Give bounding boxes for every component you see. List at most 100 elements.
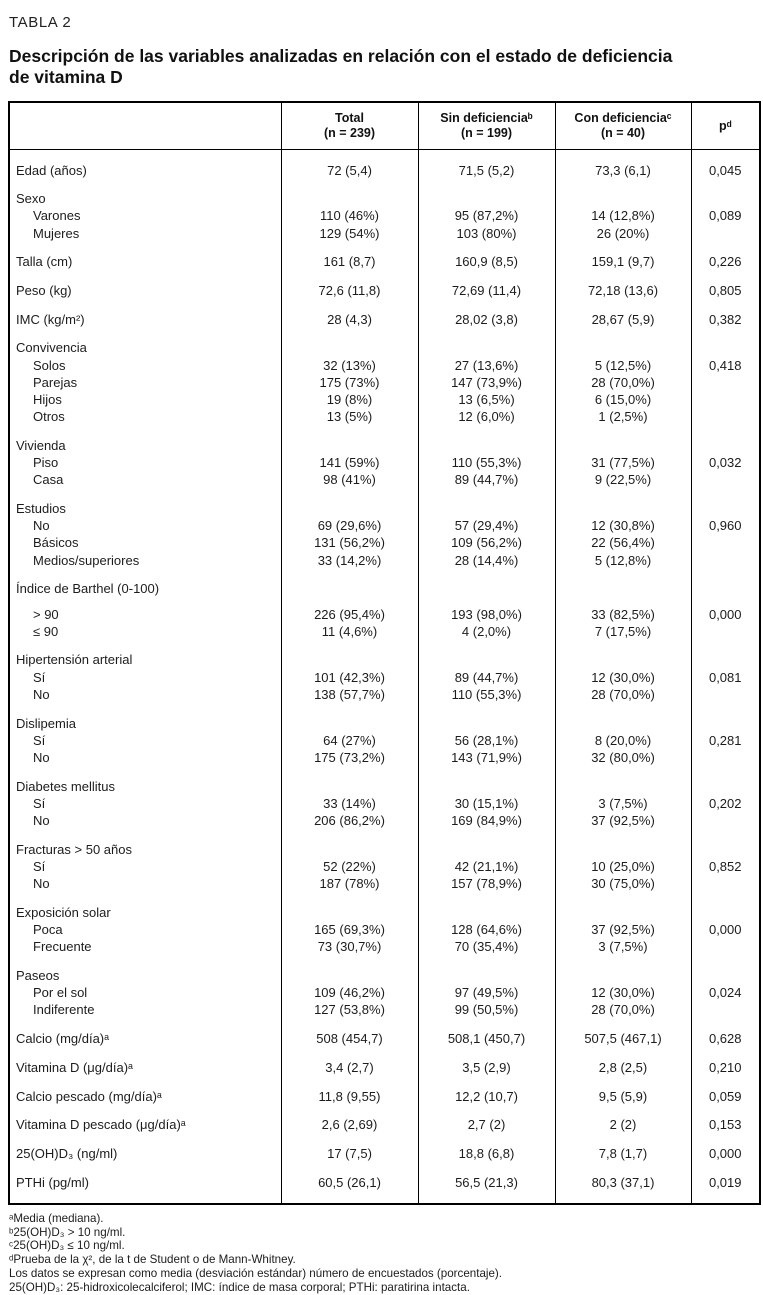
table-row: Sí 33 (14%) 30 (15,1%) 3 (7,5%) 0,202 [9,794,760,813]
cell-total [280,639,418,669]
row-label: Calcio (mg/día)ᵃ [16,1031,109,1047]
cell-p [690,938,760,956]
cell-con-deficiencia: 28 (70,0%) [554,685,691,704]
cell-total: 187 (78%) [280,875,418,893]
cell-con-deficiencia: 72,18 (13,6) [554,270,691,300]
col-header-sin-line1: Sin deficienciaᵇ [440,111,533,125]
row-label: Paseos [16,968,60,984]
col-header-sin-line2: (n = 199) [460,126,513,140]
row-label: IMC (kg/m²) [16,311,85,327]
corner-cell [9,102,281,150]
cell-sin-deficiencia: 99 (50,5%) [417,1001,555,1019]
cell-sin-deficiencia: 157 (78,9%) [417,875,555,893]
footnote-line: 25(OH)D₃: 25-hidroxicolecalciferol; IMC:… [9,1280,470,1294]
cell-con-deficiencia: 31 (77,5%) [554,454,691,472]
row-label: Vivienda [16,437,66,453]
row-label: Sí [33,795,46,811]
row-label: No [33,749,50,765]
row-label: Mujeres [33,225,80,241]
cell-sin-deficiencia: 508,1 (450,7) [417,1018,555,1048]
cell-total: 2,6 (2,69) [280,1104,418,1134]
cell-con-deficiencia [554,892,691,922]
cell-total: 28 (4,3) [280,299,418,328]
row-label: Exposición solar [16,904,111,920]
cell-total: 32 (13%) [280,356,418,374]
cell-sin-deficiencia: 143 (71,9%) [417,748,555,767]
table-row: Sí 101 (42,3%) 89 (44,7%) 12 (30,0%) 0,081 [9,668,760,686]
cell-sin-deficiencia: 3,5 (2,9) [417,1047,555,1077]
table-body: Edad (años) 72 (5,4) 71,5 (5,2) 73,3 (6,1) 0… [9,149,760,1204]
row-label: Hipertensión arterial [16,652,133,668]
cell-con-deficiencia: 9 (22,5%) [554,471,691,489]
row-label: Casa [33,472,64,488]
variables-table: Total (n = 239) Sin deficienciaᵇ (n = 19… [8,101,761,1205]
cell-con-deficiencia [554,639,691,669]
table-title-line1: Descripción de las variables analizadas … [9,46,673,66]
cell-total: 11 (4,6%) [280,622,418,640]
row-label: Varones [33,208,81,224]
row-label: Medios/superiores [33,552,140,568]
col-header-con-line2: (n = 40) [600,126,646,140]
cell-p [690,766,760,795]
cell-sin-deficiencia: 128 (64,6%) [417,921,555,939]
col-header-p-line1: pᵈ [718,118,732,133]
cell-total [280,955,418,985]
cell-p [690,568,760,598]
cell-sin-deficiencia: 27 (13,6%) [417,356,555,374]
table-row: Varones 110 (46%) 95 (87,2%) 14 (12,8%) 0,08… [9,207,760,225]
cell-con-deficiencia: 2 (2) [554,1104,691,1134]
cell-sin-deficiencia [417,766,555,795]
cell-p [690,373,760,392]
cell-sin-deficiencia: 13 (6,5%) [417,391,555,409]
cell-total [280,327,418,357]
cell-p [690,685,760,704]
cell-sin-deficiencia: 30 (15,1%) [417,794,555,813]
row-label: 25(OH)D₃ (ng/ml) [16,1145,118,1161]
cell-p: 0,226 [690,241,760,271]
cell-p: 0,045 [690,149,760,179]
cell-p [690,534,760,552]
table-number: TABLA 2 [9,14,72,31]
table-row: Casa 98 (41%) 89 (44,7%) 9 (22,5%) [9,471,760,489]
cell-con-deficiencia: 37 (92,5%) [554,921,691,939]
table-row: Por el sol 109 (46,2%) 97 (49,5%) 12 (30,0%… [9,984,760,1002]
cell-p [690,639,760,669]
cell-total [280,766,418,795]
cell-total: 206 (86,2%) [280,812,418,830]
cell-total: 13 (5%) [280,408,418,426]
table-header: Total (n = 239) Sin deficienciaᵇ (n = 19… [9,102,760,150]
cell-total: 226 (95,4%) [280,597,418,623]
table-row: Sí 52 (22%) 42 (21,1%) 10 (25,0%) 0,852 [9,858,760,876]
col-header-total-line2: (n = 239) [323,126,376,140]
cell-p [690,1001,760,1019]
cell-total: 52 (22%) [280,858,418,876]
cell-p [690,703,760,732]
row-label: Talla (cm) [16,254,73,270]
cell-con-deficiencia: 12 (30,8%) [554,517,691,535]
row-label: Por el sol [33,985,88,1001]
footnote-line: ᶜ25(OH)D₃ ≤ 10 ng/ml. [9,1239,125,1253]
table-row: Estudios [9,488,760,518]
cell-sin-deficiencia: 95 (87,2%) [417,207,555,225]
cell-sin-deficiencia [417,327,555,357]
row-label: Vitamina D pescado (μg/día)ᵃ [16,1117,186,1133]
cell-p [690,829,760,858]
cell-total [280,892,418,922]
cell-p [690,812,760,830]
cell-p: 0,032 [690,454,760,472]
cell-con-deficiencia: 22 (56,4%) [554,534,691,552]
table-row: IMC (kg/m²) 28 (4,3) 28,02 (3,8) 28,67 (5,9… [9,299,760,328]
footnote-line: Los datos se expresan como media (desvia… [9,1267,503,1281]
table-row: Sexo [9,178,760,208]
cell-total: 33 (14%) [280,794,418,813]
cell-total [280,829,418,858]
cell-sin-deficiencia: 103 (80%) [417,224,555,242]
row-label: Convivencia [16,340,87,356]
table-row: PTHi (pg/ml) 60,5 (26,1) 56,5 (21,3) 80,3 (… [9,1162,760,1204]
cell-total: 110 (46%) [280,207,418,225]
cell-sin-deficiencia: 110 (55,3%) [417,454,555,472]
col-header-sin-deficiencia: Sin deficienciaᵇ (n = 199) [417,102,555,150]
table-row: Vitamina D (μg/día)ᵃ 3,4 (2,7) 3,5 (2,9) 2,… [9,1047,760,1077]
cell-p: 0,418 [690,356,760,374]
